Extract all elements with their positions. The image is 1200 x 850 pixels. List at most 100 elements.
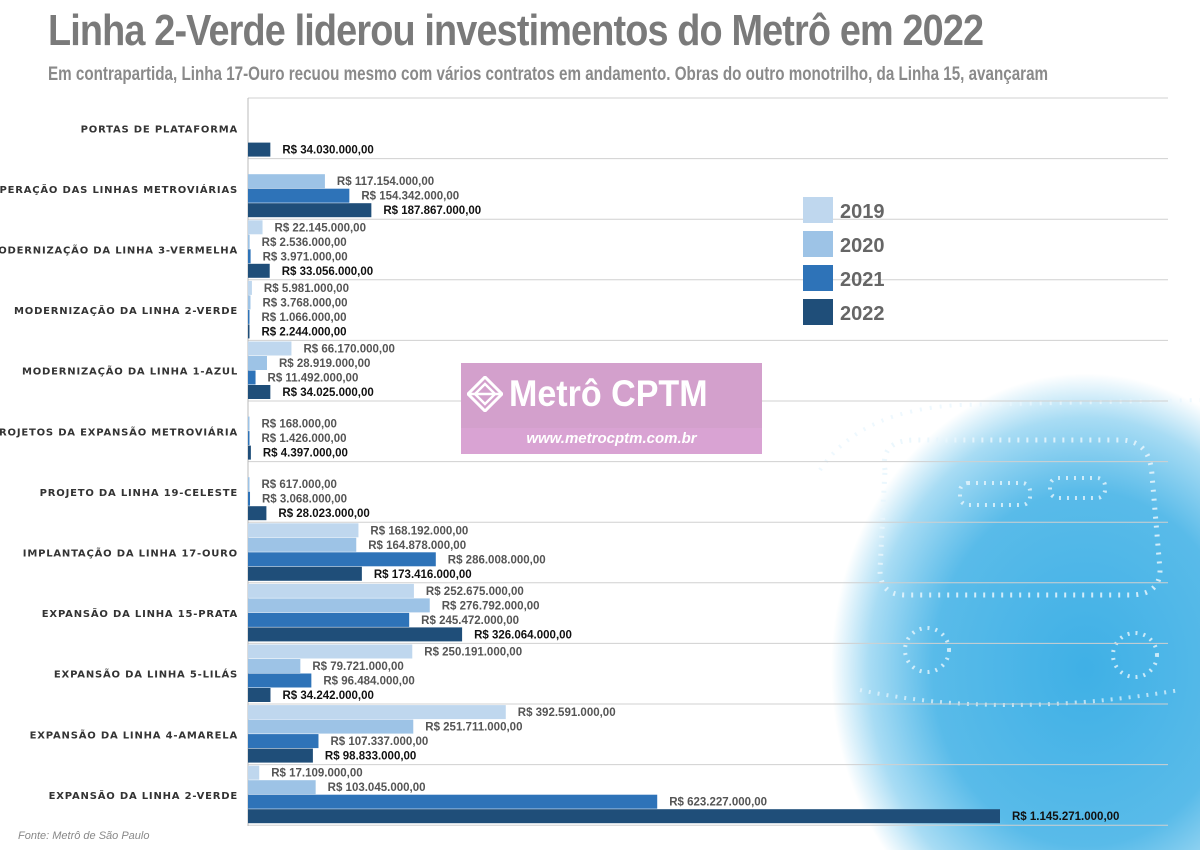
data-label-2022: R$ 28.023.000,00 xyxy=(278,508,369,520)
data-label-2021: R$ 1.066.000,00 xyxy=(262,312,347,324)
data-label-2022: R$ 4.397.000,00 xyxy=(263,448,348,460)
bar-2021 xyxy=(248,431,250,446)
data-label-2019: R$ 66.170.000,00 xyxy=(303,344,394,356)
bar-2019 xyxy=(248,220,263,235)
data-label-2020: R$ 168.000,00 xyxy=(262,419,337,431)
data-label-2022: R$ 326.064.000,00 xyxy=(474,629,572,641)
data-label-2021: R$ 107.337.000,00 xyxy=(330,736,428,748)
category-label: EXPANSÃO DA LINHA 2-VERDE xyxy=(49,789,238,802)
data-label-2021: R$ 96.484.000,00 xyxy=(323,676,414,688)
data-label-2019: R$ 5.981.000,00 xyxy=(264,283,349,295)
train-window-outline xyxy=(877,437,1163,598)
legend-label-2021: 2021 xyxy=(840,269,885,291)
bar-2019 xyxy=(248,523,359,538)
train-photo-background xyxy=(790,373,1200,850)
bar-2020 xyxy=(248,780,316,795)
data-label-2022: R$ 34.242.000,00 xyxy=(282,690,373,702)
bar-2022 xyxy=(248,748,313,763)
data-label-2020: R$ 28.919.000,00 xyxy=(279,358,370,370)
data-label-2022: R$ 2.244.000,00 xyxy=(262,326,347,338)
bar-2022 xyxy=(248,809,1000,824)
category-label: PROJETO DA LINHA 19-CELESTE xyxy=(40,488,238,499)
train-bumper xyxy=(859,688,1181,707)
bar-2020 xyxy=(248,659,301,673)
source-note: Fonte: Metrô de São Paulo xyxy=(18,830,150,842)
data-label-2022: R$ 34.030.000,00 xyxy=(282,145,373,157)
train-lamp-right xyxy=(1111,631,1159,679)
legend-swatch-2020 xyxy=(803,231,833,257)
bar-2021 xyxy=(248,491,251,506)
train-lamp-left xyxy=(903,626,951,674)
bar-2022 xyxy=(248,627,463,642)
legend: 2019 2020 2021 2022 xyxy=(803,197,885,325)
bar-2022 xyxy=(248,688,271,702)
data-label-2019: R$ 392.591.000,00 xyxy=(518,707,616,719)
bar-2019 xyxy=(248,705,506,720)
watermark-url: www.metrocptm.com.br xyxy=(526,430,697,447)
category-label: MODERNIZAÇÃO DA LINHA 3-VERMELHA xyxy=(0,244,238,257)
category-label: OPERAÇÃO DAS LINHAS METROVIÁRIAS xyxy=(0,183,238,196)
bar-2022 xyxy=(248,324,250,339)
chart-subtitle: Em contrapartida, Linha 17-Ouro recuou m… xyxy=(48,64,1049,85)
watermark-name: Metrô CPTM xyxy=(509,373,708,414)
data-label-2021: R$ 286.008.000,00 xyxy=(448,554,546,566)
bar-2022 xyxy=(248,506,267,521)
bar-2020 xyxy=(248,598,430,613)
chart-title: Linha 2-Verde liderou investimentos do M… xyxy=(48,6,984,55)
bar-2020 xyxy=(248,356,267,370)
bar-2020 xyxy=(248,174,325,189)
data-label-2019: R$ 168.192.000,00 xyxy=(370,525,468,537)
category-labels: PORTAS DE PLATAFORMA OPERAÇÃO DAS LINHAS … xyxy=(0,124,238,802)
data-label-2019: R$ 250.191.000,00 xyxy=(424,647,522,659)
bar-2021 xyxy=(248,673,312,688)
category-label: MODERNIZAÇÃO DA LINHA 2-VERDE xyxy=(14,304,238,317)
bar-2020 xyxy=(248,416,250,431)
category-separators xyxy=(248,97,1168,826)
category-label: EXPANSÃO DA LINHA 15-PRATA xyxy=(42,607,238,620)
data-label-2020: R$ 276.792.000,00 xyxy=(442,600,540,612)
data-label-2021: R$ 154.342.000,00 xyxy=(361,191,459,203)
data-label-2020: R$ 79.721.000,00 xyxy=(312,661,403,673)
bar-2019 xyxy=(248,341,292,356)
data-label-2020: R$ 2.536.000,00 xyxy=(262,237,347,249)
bar-2019 xyxy=(248,765,260,780)
category-label: PROJETOS DA EXPANSÃO METROVIÁRIA xyxy=(0,425,238,438)
data-label-2021: R$ 3.068.000,00 xyxy=(262,494,347,506)
data-label-2022: R$ 187.867.000,00 xyxy=(383,205,481,217)
bar-2021 xyxy=(248,309,250,324)
data-label-2021: R$ 623.227.000,00 xyxy=(669,797,767,809)
data-label-2021: R$ 245.472.000,00 xyxy=(421,615,519,627)
bar-2022 xyxy=(248,385,271,399)
legend-label-2022: 2022 xyxy=(840,303,885,325)
legend-label-2020: 2020 xyxy=(840,235,885,257)
watermark-band xyxy=(461,363,762,428)
data-label-2019: R$ 252.675.000,00 xyxy=(426,586,524,598)
train-front-outline xyxy=(818,398,1200,472)
data-label-2022: R$ 33.056.000,00 xyxy=(282,266,373,278)
bar-2021 xyxy=(248,249,251,264)
legend-label-2019: 2019 xyxy=(840,201,885,223)
bar-2021 xyxy=(248,734,319,749)
bar-2019 xyxy=(248,280,252,295)
data-label-2022: R$ 1.145.271.000,00 xyxy=(1012,811,1119,823)
data-label-2022: R$ 98.833.000,00 xyxy=(325,751,416,763)
data-label-2021: R$ 11.492.000,00 xyxy=(268,373,359,385)
bar-2022 xyxy=(248,263,270,278)
data-label-2019: R$ 22.145.000,00 xyxy=(275,222,366,234)
legend-swatch-2021 xyxy=(803,265,833,291)
data-label-2019: R$ 17.109.000,00 xyxy=(271,768,362,780)
legend-swatch-2019 xyxy=(803,197,833,223)
bar-2021 xyxy=(248,188,350,203)
metro-cptm-logo-icon xyxy=(467,376,503,412)
bar-2021 xyxy=(248,370,256,385)
bar-2021 xyxy=(248,612,410,627)
bar-2022 xyxy=(248,203,372,218)
category-label: MODERNIZAÇÃO DA LINHA 1-AZUL xyxy=(22,365,238,378)
bar-2020 xyxy=(248,295,251,310)
bar-2020 xyxy=(248,537,357,552)
legend-swatch-2022 xyxy=(803,299,833,325)
bar-2020 xyxy=(248,719,414,734)
bar-2021 xyxy=(248,552,436,567)
data-label-2020: R$ 617.000,00 xyxy=(262,479,337,491)
